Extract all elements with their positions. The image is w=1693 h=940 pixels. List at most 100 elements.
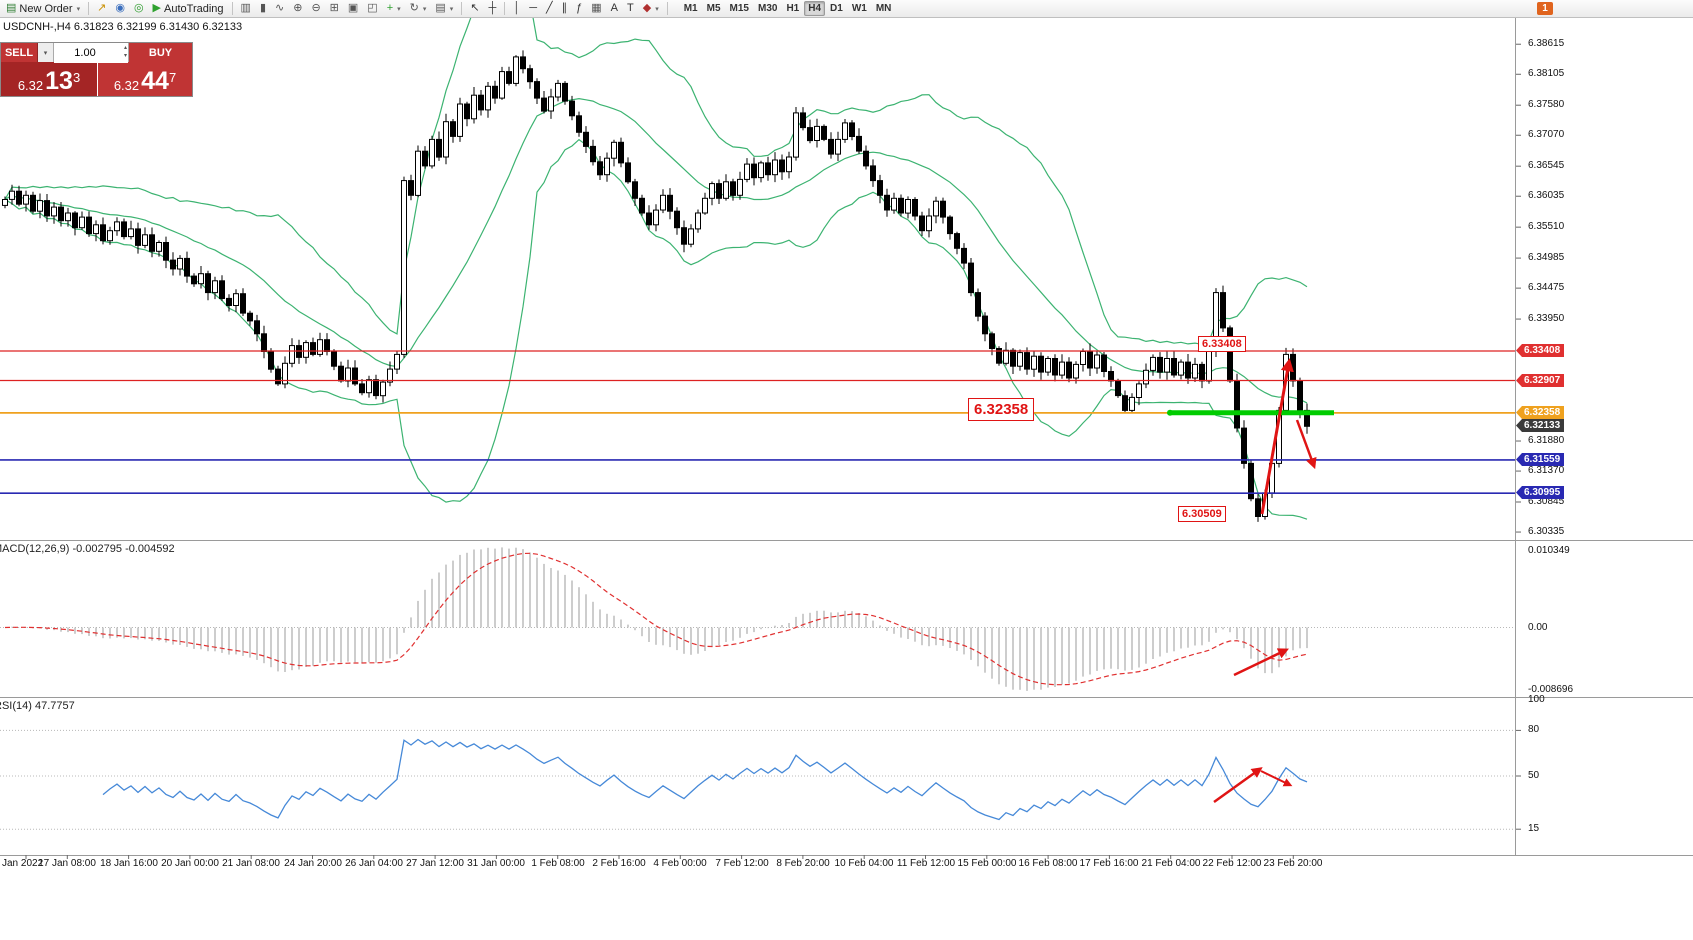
horizontal-line-icon: ─ — [529, 2, 537, 14]
community-icon: ◉ — [115, 2, 125, 14]
publish-chart-icon: ↗ — [97, 2, 107, 14]
charts-menu-button[interactable]: ▤ ▾ — [431, 1, 457, 17]
time-label: 15 Feb 00:00 — [957, 858, 1017, 869]
new-order-button[interactable]: ▤ New Order ▾ — [2, 1, 84, 17]
zoom-in-icon: ⊕ — [293, 2, 303, 14]
volume-input[interactable] — [54, 43, 128, 63]
price-scale[interactable]: 6.38615 6.38105 6.37580 6.37070 6.36545 6.360… — [1515, 0, 1693, 940]
timeframe-m5-button[interactable]: M5 — [706, 3, 721, 14]
grid-button[interactable]: ▦ — [587, 1, 605, 17]
price-tick: 6.31370 — [1528, 465, 1565, 476]
chevron-down-icon: ▾ — [76, 5, 81, 13]
fibonacci-button[interactable]: ƒ — [572, 1, 586, 17]
publish-chart-button[interactable]: ↗ — [93, 1, 110, 17]
price-tag: 6.31559 — [1516, 453, 1565, 466]
volume-down-icon[interactable]: ▾ — [123, 53, 127, 59]
mql5-signals-icon: ◎ — [133, 2, 144, 14]
price-tag: 6.30995 — [1516, 486, 1565, 499]
mql5-signals-button[interactable]: ◎ — [130, 1, 148, 17]
trendline-button[interactable]: ╱ — [542, 1, 557, 17]
price-tick: 6.37580 — [1528, 99, 1565, 110]
track-chart-button[interactable]: ◰ — [363, 1, 381, 17]
time-label: 11 Feb 12:00 — [896, 858, 956, 869]
buy-price[interactable]: 6.32 44 7 — [98, 62, 192, 96]
time-label: 22 Feb 12:00 — [1202, 858, 1262, 869]
chevron-down-icon: ▾ — [397, 5, 401, 13]
rsi-scale-value: 15 — [1528, 823, 1540, 834]
buy-button[interactable]: BUY — [129, 43, 192, 62]
equidistant-channel-button[interactable]: ∥ — [558, 1, 572, 17]
timeframe-h1-button[interactable]: H1 — [786, 3, 800, 14]
zoom-in-button[interactable]: ⊕ — [289, 1, 306, 17]
horizontal-line-button[interactable]: ─ — [525, 1, 541, 17]
price-tick: 6.35510 — [1528, 221, 1565, 232]
new-order-label: New Order — [19, 2, 73, 15]
vertical-line-button[interactable]: │ — [509, 1, 524, 17]
time-label: 4 Feb 00:00 — [653, 858, 707, 869]
time-label: 26 Jan 04:00 — [345, 858, 403, 869]
notification-badge[interactable]: 1 — [1537, 2, 1553, 15]
sell-price[interactable]: 6.32 13 3 — [1, 62, 97, 96]
cursor-button[interactable]: ↖ — [466, 1, 483, 17]
timeframe-m1-button[interactable]: M1 — [683, 3, 698, 14]
grid-icon: ▦ — [591, 2, 602, 14]
timeframe-m30-button[interactable]: M30 — [757, 3, 778, 14]
price-tag: 6.32358 — [1516, 406, 1565, 419]
line-chart-button[interactable]: ∿ — [271, 1, 288, 17]
tile-windows-button[interactable]: ⊞ — [326, 1, 343, 17]
volume-preset-dropdown[interactable]: ▾ — [38, 43, 54, 62]
text-box-button[interactable]: T — [623, 1, 638, 17]
main-toolbar: ▤ New Order ▾ ↗ ◉ ◎ ▶ AutoTrading ▥ ▮ ∿ ⊕ ⊖ ⊞ ▣ ◰ + ▾ ↻ ▾ ▤ ▾… — [0, 0, 1693, 18]
timeframe-w1-button[interactable]: W1 — [851, 3, 867, 14]
price-tick: 6.34985 — [1528, 252, 1565, 263]
time-label: 7 Feb 12:00 — [715, 858, 769, 869]
text-label-button[interactable]: A — [607, 1, 622, 17]
candlestick-chart-button[interactable]: ▮ — [256, 1, 270, 17]
zoom-out-button[interactable]: ⊖ — [307, 1, 324, 17]
track-chart-icon: ◰ — [367, 2, 378, 14]
time-label: 10 Feb 04:00 — [834, 858, 894, 869]
price-tick: 6.36545 — [1528, 160, 1565, 171]
auto-arrange-icon: ▣ — [347, 2, 359, 14]
buy-price-main: 44 — [141, 67, 169, 95]
toolbar-separator — [666, 2, 668, 15]
rsi-scale-value: 80 — [1528, 724, 1540, 735]
toolbar-separator — [231, 2, 233, 15]
time-label: 20 Jan 00:00 — [161, 858, 219, 869]
time-label: 24 Jan 20:00 — [284, 858, 342, 869]
chevron-down-icon: ▾ — [43, 49, 48, 57]
new-chart-button[interactable]: + ▾ — [383, 1, 405, 17]
community-button[interactable]: ◉ — [111, 1, 129, 17]
time-label: 23 Feb 20:00 — [1263, 858, 1323, 869]
autotrading-button[interactable]: ▶ AutoTrading — [149, 1, 228, 17]
new-chart-icon: + — [386, 2, 394, 14]
volume-up-icon[interactable]: ▴ — [123, 45, 127, 51]
price-annotation-label: 6.30509 — [1178, 506, 1226, 522]
profiles-button[interactable]: ↻ ▾ — [406, 1, 431, 17]
time-label: 18 Jan 16:00 — [100, 858, 158, 869]
time-label: Jan 2022 — [2, 858, 44, 869]
time-label: 1 Feb 08:00 — [531, 858, 585, 869]
profiles-icon: ↻ — [409, 2, 419, 14]
price-tag: 6.33408 — [1516, 344, 1565, 357]
timeframe-mn-button[interactable]: MN — [875, 3, 892, 14]
vertical-line-icon: │ — [513, 2, 521, 14]
crosshair-button[interactable]: ┼ — [485, 1, 501, 17]
shapes-button[interactable]: ◆ ▾ — [639, 1, 663, 17]
autotrading-icon: ▶ — [152, 2, 162, 14]
rsi-scale-value: 50 — [1528, 770, 1540, 781]
timeframe-d1-button[interactable]: D1 — [830, 3, 843, 14]
timeframe-m15-button[interactable]: M15 — [729, 3, 749, 14]
time-axis[interactable]: Jan 2022 17 Jan 08:00 18 Jan 16:00 20 Jan 0… — [0, 858, 1693, 874]
time-label: 27 Jan 12:00 — [406, 858, 464, 869]
sell-button[interactable]: SELL — [1, 43, 38, 62]
auto-arrange-button[interactable]: ▣ — [344, 1, 362, 17]
candlestick-chart-icon: ▮ — [259, 2, 267, 14]
time-label: 21 Jan 08:00 — [222, 858, 280, 869]
rsi-indicator-label: RSI(14) 47.7757 — [0, 700, 75, 712]
bar-chart-button[interactable]: ▥ — [237, 1, 255, 17]
sell-price-sup: 3 — [72, 70, 81, 85]
timeframe-h4-button[interactable]: H4 — [804, 1, 826, 16]
